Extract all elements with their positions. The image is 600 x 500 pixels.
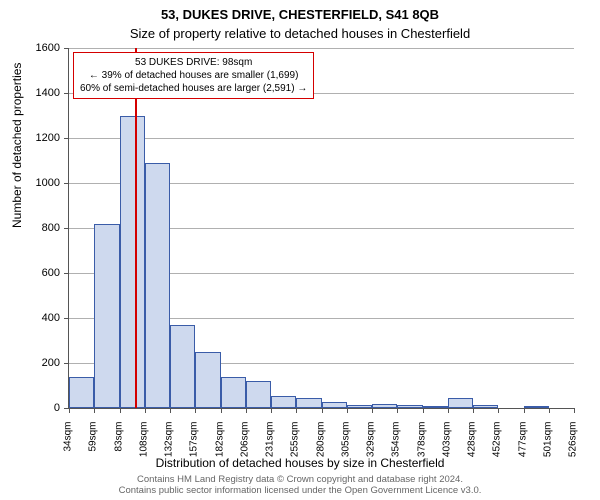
y-tick [64,138,69,139]
page-title-line1: 53, DUKES DRIVE, CHESTERFIELD, S41 8QB [0,7,600,22]
y-tick-label: 800 [20,222,60,234]
y-tick [64,183,69,184]
histogram-bar [347,405,372,408]
x-tick [473,408,474,413]
histogram-bar [271,396,296,408]
histogram-bar [524,406,549,408]
histogram-bar [473,405,498,408]
histogram-bar [145,163,170,408]
y-tick [64,228,69,229]
y-tick [64,318,69,319]
x-tick [69,408,70,413]
histogram-bar [170,325,195,408]
y-tick-label: 0 [20,402,60,414]
histogram-bar [120,116,145,409]
gridline [69,138,574,139]
histogram-bar [69,377,94,409]
x-tick [498,408,499,413]
histogram-bar [246,381,271,408]
histogram-bar [322,402,347,408]
y-tick-label: 1400 [20,87,60,99]
x-tick [145,408,146,413]
property-annotation-box: 53 DUKES DRIVE: 98sqm ← 39% of detached … [73,52,314,99]
histogram-bar [195,352,220,408]
y-tick-label: 200 [20,357,60,369]
y-tick-label: 1600 [20,42,60,54]
x-tick [246,408,247,413]
y-tick [64,48,69,49]
histogram-bar [448,398,473,408]
footer-credits: Contains HM Land Registry data © Crown c… [0,475,600,497]
property-marker-line [135,48,137,408]
x-tick [524,408,525,413]
x-tick [195,408,196,413]
x-tick [296,408,297,413]
y-tick [64,93,69,94]
x-tick [120,408,121,413]
y-tick-label: 1200 [20,132,60,144]
histogram-bar [397,405,422,408]
histogram-bar [221,377,246,409]
annotation-line2: ← 39% of detached houses are smaller (1,… [80,69,307,82]
x-tick [271,408,272,413]
x-tick [574,408,575,413]
x-tick [423,408,424,413]
gridline [69,48,574,49]
y-tick-label: 600 [20,267,60,279]
x-tick [170,408,171,413]
x-tick [397,408,398,413]
annotation-line1: 53 DUKES DRIVE: 98sqm [80,56,307,69]
histogram-bar [296,398,321,408]
y-tick [64,363,69,364]
x-axis-title: Distribution of detached houses by size … [0,456,600,470]
y-tick-label: 1000 [20,177,60,189]
histogram-bar [423,406,448,408]
x-tick [322,408,323,413]
x-tick [347,408,348,413]
footer-line2: Contains public sector information licen… [0,486,600,497]
histogram-bar [94,224,119,409]
x-tick [221,408,222,413]
x-tick [94,408,95,413]
annotation-line3: 60% of semi-detached houses are larger (… [80,82,307,95]
x-tick [549,408,550,413]
x-tick [448,408,449,413]
y-tick-label: 400 [20,312,60,324]
y-tick [64,273,69,274]
page-title-line2: Size of property relative to detached ho… [0,26,600,41]
histogram-plot-area: 53 DUKES DRIVE: 98sqm ← 39% of detached … [68,48,574,409]
x-tick [372,408,373,413]
histogram-bar [372,404,397,408]
